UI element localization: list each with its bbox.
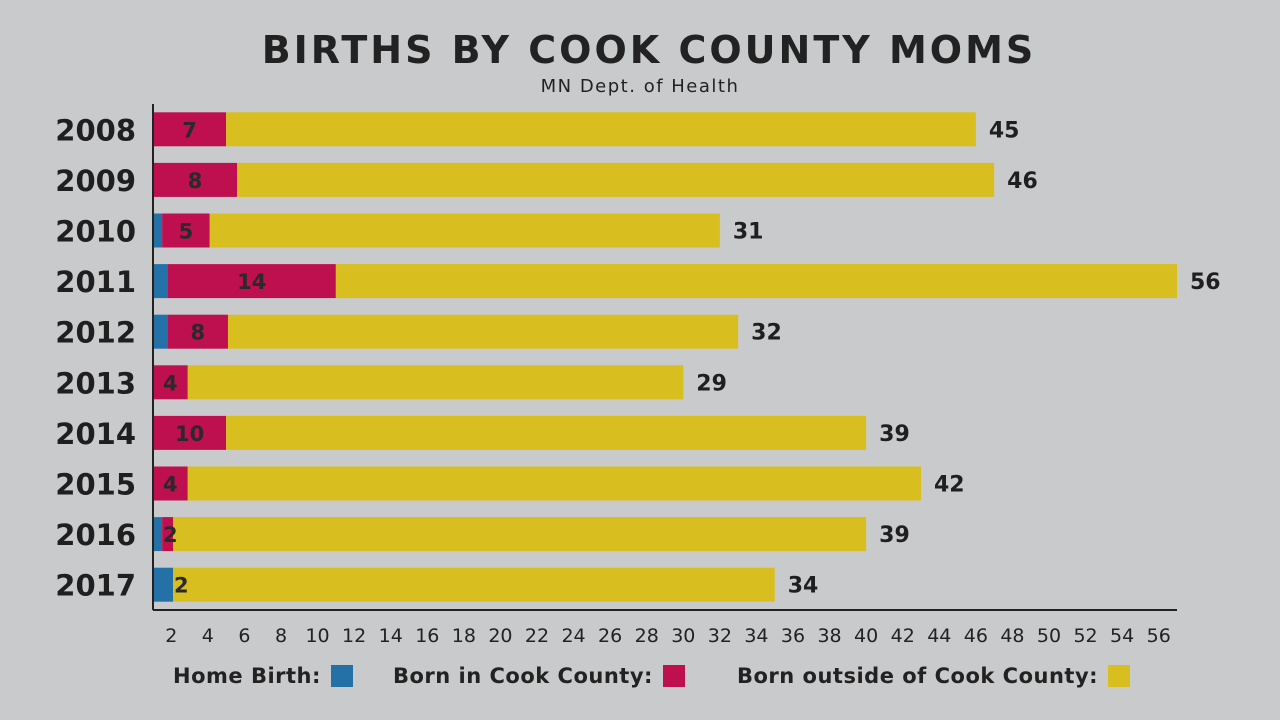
bar-segment-2016-0 [153,517,163,552]
x-tick-label-56: 56 [1147,625,1171,647]
bar-segment-2010-2 [209,213,720,248]
x-tick-label-40: 40 [854,625,878,647]
legend: Home Birth: Born in Cook County: Born ou… [0,660,1280,692]
x-tick-label-54: 54 [1110,625,1134,647]
total-label-2015: 42 [934,473,965,498]
label-group: 2008 7 45 2009 8 46 2010 5 31 2011 14 56 2012 8 32 2013… [55,113,1220,602]
legend-label-born-in-cook: Born in Cook County: [393,664,653,688]
x-tick-label-8: 8 [275,625,287,647]
bar-segment-2009-1 [153,162,238,197]
x-tick-label-26: 26 [598,625,622,647]
x-tick-label-48: 48 [1000,625,1024,647]
bar-segment-2014-2 [226,415,867,450]
x-tick-label-44: 44 [927,625,951,647]
x-tick-label-28: 28 [635,625,659,647]
bar-segment-2015-1 [153,466,188,501]
category-label-2014: 2014 [55,417,136,451]
total-label-2011: 56 [1190,270,1221,295]
segment-label-2014: 10 [175,422,204,446]
x-tick-label-46: 46 [964,625,988,647]
x-tick-label-22: 22 [525,625,549,647]
bar-group [153,112,1177,602]
legend-item-born-in-cook: Born in Cook County: [393,660,685,692]
x-tick-label-24: 24 [561,625,585,647]
legend-swatch-born-in-cook [662,665,685,687]
legend-swatch-born-outside [1108,665,1131,687]
legend-item-home-birth: Home Birth: [173,660,353,692]
x-tick-label-18: 18 [452,625,476,647]
segment-label-2017: 2 [174,574,189,598]
segment-label-2008: 7 [182,118,197,142]
x-tick-label-10: 10 [305,625,329,647]
axes: 2 4 6 8 10 12 14 16 18 20 22 24 26 28 30 32 34 36 38 40 42 44… [152,104,1177,647]
total-label-2009: 46 [1007,169,1038,194]
bar-segment-2012-0 [153,314,168,349]
category-label-2015: 2015 [55,468,136,502]
bar-segment-2016-2 [173,517,867,552]
total-label-2008: 45 [989,118,1020,143]
segment-label-2011: 14 [237,270,266,294]
total-label-2016: 39 [879,523,910,548]
category-label-2008: 2008 [55,113,136,147]
segment-label-2010: 5 [179,220,194,244]
segment-label-2012: 8 [190,321,205,345]
chart-subtitle: MN Dept. of Health [540,76,740,97]
category-label-2010: 2010 [55,215,136,249]
total-label-2014: 39 [879,422,910,447]
category-label-2017: 2017 [55,569,136,603]
total-label-2017: 34 [788,574,819,599]
category-label-2012: 2012 [55,316,136,350]
x-tick-label-16: 16 [415,625,439,647]
bar-segment-2008-1 [153,112,227,147]
total-label-2012: 32 [751,321,782,346]
total-label-2013: 29 [696,371,727,396]
x-tick-label-12: 12 [342,625,366,647]
legend-swatch-home-birth [330,665,353,687]
bar-segment-2009-2 [237,162,995,197]
bar-segment-2013-1 [153,365,188,400]
bar-segment-2017-0 [153,567,174,602]
total-label-2010: 31 [733,220,764,245]
x-tick-label-20: 20 [488,625,512,647]
bar-segment-2012-2 [227,314,739,349]
legend-label-born-outside: Born outside of Cook County: [737,664,1099,688]
segment-label-2015: 4 [163,473,178,497]
chart-title: BIRTHS BY COOK COUNTY MOMS [261,28,1037,72]
x-tick-label-34: 34 [744,625,768,647]
bar-segment-2010-1 [162,213,210,248]
x-tick-label-30: 30 [671,625,695,647]
x-tick-label-36: 36 [781,625,805,647]
bar-segment-2011-0 [153,264,168,299]
x-tick-label-32: 32 [708,625,732,647]
x-tick-label-50: 50 [1037,625,1061,647]
x-tick-label-14: 14 [379,625,403,647]
category-label-2016: 2016 [55,518,136,552]
bar-segment-2015-2 [187,466,921,501]
bar-segment-2011-2 [335,264,1177,299]
x-tick-label-38: 38 [817,625,841,647]
bar-segment-2010-0 [153,213,163,248]
segment-label-2013: 4 [163,371,178,395]
bar-segment-2008-2 [226,112,976,147]
bar-segment-2012-1 [167,314,228,349]
x-tick-label-6: 6 [238,625,250,647]
legend-label-home-birth: Home Birth: [173,664,321,688]
bar-segment-2014-1 [153,415,227,450]
bar-segment-2013-2 [187,365,684,400]
segment-label-2009: 8 [188,169,203,193]
bar-segment-2016-1 [162,517,174,552]
x-tick-label-52: 52 [1073,625,1097,647]
category-label-2009: 2009 [55,164,136,198]
category-label-2011: 2011 [55,265,136,299]
legend-item-born-outside: Born outside of Cook County: [737,660,1131,692]
x-tick-label-42: 42 [891,625,915,647]
segment-label-2016: 2 [163,523,178,547]
x-tick-label-2: 2 [165,625,177,647]
bar-segment-2011-1 [167,264,336,299]
x-tick-label-4: 4 [202,625,214,647]
bar-segment-2017-2 [173,567,775,602]
category-label-2013: 2013 [55,366,136,400]
